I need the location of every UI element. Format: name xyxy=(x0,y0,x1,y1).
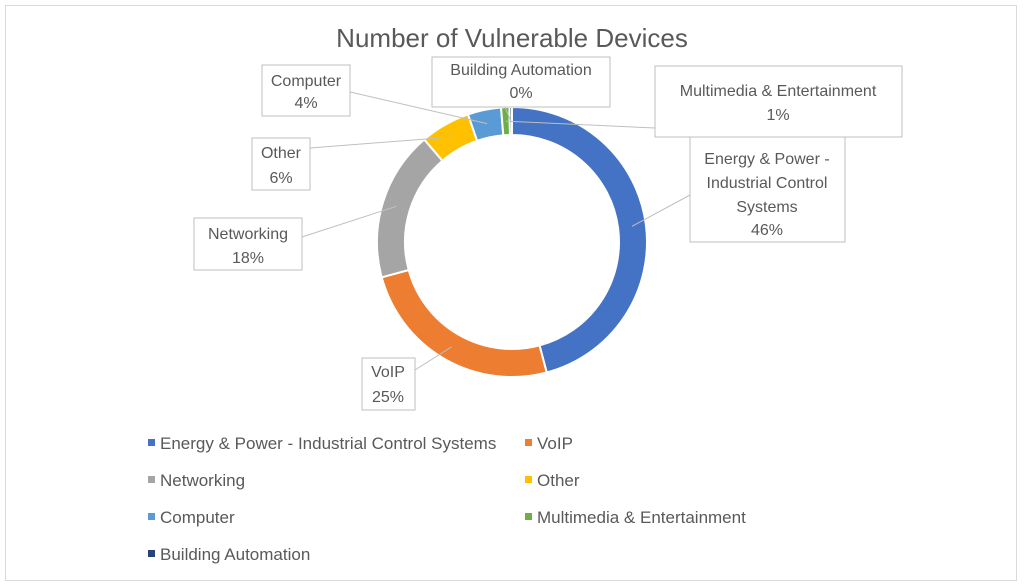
leader-line-5 xyxy=(505,120,656,129)
legend-item-6[interactable]: Building Automation xyxy=(148,545,310,564)
legend-marker xyxy=(148,513,155,520)
data-label-percent: 46% xyxy=(751,222,783,239)
slice-2[interactable] xyxy=(376,138,444,279)
data-label-3: Other 6% xyxy=(251,137,311,191)
data-label-category: Energy & Power - xyxy=(704,151,829,168)
leader-line-2 xyxy=(301,205,397,238)
data-label-1: VoIP 25% xyxy=(361,357,416,411)
leader-line-6 xyxy=(504,106,512,122)
legend-item-0[interactable]: Energy & Power - Industrial Control Syst… xyxy=(148,434,496,453)
data-label-4: Computer 4% xyxy=(261,64,351,117)
legend-marker xyxy=(148,476,155,483)
data-label-2: Networking 18% xyxy=(193,217,303,271)
data-label-category: Multimedia & Entertainment xyxy=(680,83,877,100)
leader-line-4 xyxy=(349,91,488,125)
data-label-category: Computer xyxy=(271,73,342,90)
legend-item-5[interactable]: Multimedia & Entertainment xyxy=(525,508,746,527)
data-label-5: Multimedia & Entertainment 1% xyxy=(654,65,903,138)
legend-label: Computer xyxy=(160,508,235,527)
data-label-6: Building Automation 0% xyxy=(431,56,611,108)
data-label-category: Systems xyxy=(736,199,797,216)
legend-marker xyxy=(525,513,532,520)
data-label-percent: 25% xyxy=(372,389,404,406)
data-label-category: VoIP xyxy=(371,364,405,381)
legend-label: Networking xyxy=(160,471,245,490)
legend-label: Other xyxy=(537,471,580,490)
legend-label: VoIP xyxy=(537,434,573,453)
data-label-percent: 1% xyxy=(766,107,789,124)
data-label-percent: 6% xyxy=(269,170,292,187)
data-label-category: Other xyxy=(261,145,302,162)
leader-line-0 xyxy=(631,194,691,227)
legend-item-1[interactable]: VoIP xyxy=(525,434,573,453)
chart-area xyxy=(5,5,1017,581)
leader-line-3 xyxy=(309,136,452,149)
legend-marker xyxy=(525,439,532,446)
legend-item-3[interactable]: Other xyxy=(525,471,580,490)
legend-item-4[interactable]: Computer xyxy=(148,508,235,527)
data-label-percent: 0% xyxy=(509,85,532,102)
legend-marker xyxy=(148,550,155,557)
slice-0[interactable] xyxy=(511,105,648,374)
data-label-category: Industrial Control xyxy=(707,175,828,192)
data-label-percent: 18% xyxy=(232,250,264,267)
data-label-category: Building Automation xyxy=(450,62,591,79)
legend-label: Multimedia & Entertainment xyxy=(537,508,746,527)
legend-item-2[interactable]: Networking xyxy=(148,471,245,490)
legend-label: Energy & Power - Industrial Control Syst… xyxy=(160,434,496,453)
chart-title: Number of Vulnerable Devices xyxy=(336,23,688,53)
leader-line-1 xyxy=(414,346,452,371)
data-label-percent: 4% xyxy=(294,95,317,112)
legend-marker xyxy=(525,476,532,483)
legend-marker xyxy=(148,439,155,446)
legend-label: Building Automation xyxy=(160,545,310,564)
data-label-category: Networking xyxy=(208,226,288,243)
data-label-0: Energy & Power - Industrial Control System… xyxy=(689,136,846,243)
